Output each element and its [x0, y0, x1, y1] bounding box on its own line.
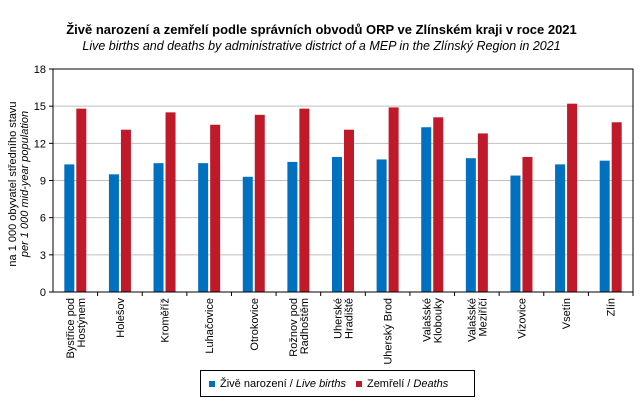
x-tick-label-line: Holešov: [115, 298, 127, 338]
x-tick-label: Valašské Meziříčí: [466, 298, 489, 342]
y-tick-label: 6: [40, 213, 46, 225]
bar-deaths: [299, 108, 310, 293]
bar-deaths: [611, 122, 622, 293]
x-tick-label-line: Klobouky: [433, 298, 445, 344]
bar-live-births: [108, 174, 119, 292]
x-tick-label-line: Uherské: [333, 298, 345, 339]
x-tick-label: Otrokovice: [249, 298, 261, 351]
legend: Živě narození / Live births Zemřelí / De…: [200, 370, 475, 397]
x-tick-label-line: Valašské: [422, 298, 434, 342]
bar-live-births: [287, 161, 298, 292]
x-tick-label-line: Kroměříž: [160, 298, 172, 343]
bar-live-births: [510, 175, 521, 292]
x-tick-label: Rožnov pod Radhoštěm: [288, 298, 311, 357]
bar-live-births: [421, 127, 432, 292]
x-tick-label: Uherský Brod: [383, 298, 395, 365]
x-tick-label-line: Hradiště: [344, 298, 356, 339]
x-tick-label: Uherské Hradiště: [333, 298, 356, 339]
bar-deaths: [120, 129, 131, 292]
plot-area-border: [52, 68, 634, 293]
x-tick-label-line: Otrokovice: [249, 298, 261, 351]
y-tick-label: 9: [40, 176, 46, 188]
bar-live-births: [198, 163, 209, 292]
bar-deaths: [567, 103, 578, 292]
x-tick-label: Bystřice pod Hostýnem: [65, 298, 88, 359]
bar-deaths: [165, 112, 176, 292]
bar-deaths: [388, 107, 399, 293]
x-tick-label: Luhačovice: [204, 298, 216, 354]
legend-label-deaths: Zemřelí: [366, 377, 405, 390]
chart-subtitle: Live births and deaths by administrative…: [82, 39, 561, 53]
x-tick-label-line: Radhoštěm: [299, 298, 311, 354]
bar-deaths: [76, 108, 87, 293]
bar-deaths: [522, 156, 533, 292]
x-tick-label-line: Vizovice: [516, 298, 528, 339]
bar-live-births: [465, 158, 476, 292]
x-tick-label: Valašské Klobouky: [422, 298, 445, 344]
x-tick-label-line: Rožnov pod: [288, 298, 300, 357]
x-tick-labels: Bystřice pod Hostýnem Holešov Kroměříž Luhač…: [65, 298, 618, 365]
x-tick-label-line: Vsetín: [561, 298, 573, 329]
x-tick-label: Holešov: [115, 298, 127, 338]
x-tick-label: Vsetín: [561, 298, 573, 329]
x-tick-label: Zlín: [606, 298, 618, 316]
legend-swatch-births: [209, 380, 215, 387]
bar-deaths: [477, 133, 488, 292]
bar-live-births: [332, 156, 342, 292]
x-tick-label-line: Luhačovice: [204, 298, 216, 354]
bar-deaths: [344, 129, 354, 292]
bar-live-births: [153, 163, 164, 292]
bar-deaths: [210, 124, 221, 292]
bar-live-births: [64, 164, 75, 292]
legend-label-births: Živě narození: [220, 377, 287, 390]
y-tick-label: 12: [34, 138, 46, 150]
x-tick-label-line: Bystřice pod: [65, 298, 77, 359]
bar-deaths: [433, 117, 444, 292]
legend-label-births-en: Live births: [295, 377, 346, 390]
bar-deaths: [254, 114, 265, 292]
y-tick-label: 15: [34, 101, 46, 113]
axes: [49, 68, 634, 296]
bar-live-births: [555, 164, 566, 292]
legend-item-deaths: Zemřelí / Deaths: [355, 377, 449, 390]
x-tick-label-line: Zlín: [606, 298, 618, 316]
bar-live-births: [599, 160, 610, 292]
legend-swatch-deaths: [355, 380, 362, 387]
x-tick-label-line: Meziříčí: [477, 298, 489, 337]
bar-live-births: [242, 176, 253, 292]
x-tick-label-line: Uherský Brod: [383, 298, 395, 365]
y-tick-label: 0: [40, 287, 46, 299]
gridlines: [53, 105, 633, 256]
chart-title: Živě narození a zemřelí podle správních …: [66, 22, 577, 37]
x-tick-label: Vizovice: [516, 298, 528, 339]
bar-live-births: [376, 159, 387, 292]
y-tick-labels: 0 3 6 9 12 15 18: [34, 64, 46, 299]
x-tick-label-line: Hostýnem: [76, 298, 88, 348]
bars: [64, 103, 622, 293]
x-tick-label: Kroměříž: [160, 298, 172, 343]
legend-item-births: Živě narození / Live births: [209, 378, 346, 390]
legend-label-deaths-en: Deaths: [413, 377, 449, 390]
y-tick-label: 3: [40, 250, 46, 262]
x-tick-label-line: Valašské: [466, 298, 478, 342]
y-tick-label: 18: [34, 64, 46, 76]
